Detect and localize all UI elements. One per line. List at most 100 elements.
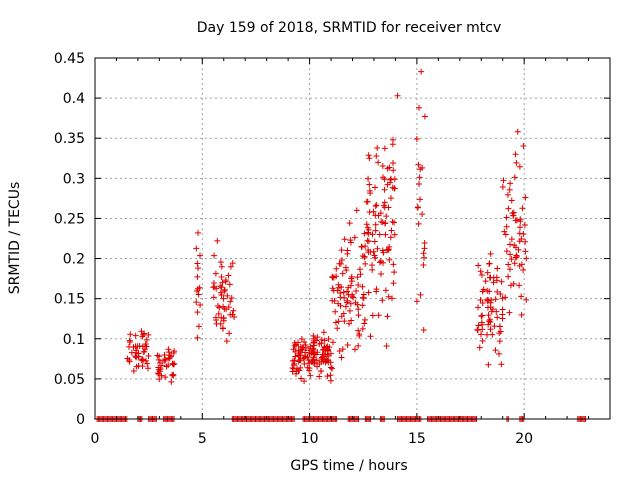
data-point <box>351 346 358 353</box>
data-point <box>479 326 486 333</box>
data-point <box>366 181 373 188</box>
data-point <box>494 314 501 321</box>
data-point <box>145 331 152 338</box>
x-tick-label: 10 <box>301 431 319 447</box>
data-point <box>194 273 201 280</box>
data-point <box>144 360 151 367</box>
data-point <box>521 221 528 228</box>
data-point <box>416 180 423 187</box>
data-point <box>356 332 363 339</box>
data-point <box>382 287 389 294</box>
data-point <box>195 265 202 272</box>
data-point <box>141 348 148 355</box>
data-point <box>333 265 340 272</box>
data-point <box>503 223 510 230</box>
data-point <box>482 278 489 285</box>
data-point <box>309 345 316 352</box>
data-point <box>295 358 302 365</box>
y-tick-label: 0.15 <box>54 292 85 308</box>
data-point <box>355 342 362 349</box>
data-point <box>520 142 527 149</box>
data-point <box>475 262 482 269</box>
data-point <box>497 290 504 297</box>
data-point <box>387 234 394 241</box>
data-point <box>378 271 385 278</box>
data-point <box>136 343 143 350</box>
data-point <box>360 295 367 302</box>
data-point <box>421 113 428 120</box>
data-point <box>293 370 299 377</box>
data-point <box>381 176 388 183</box>
data-point <box>494 288 501 295</box>
data-point <box>510 209 517 216</box>
data-point <box>144 365 151 372</box>
data-point <box>382 231 389 238</box>
data-point <box>416 196 423 203</box>
data-point <box>498 278 505 285</box>
data-point <box>132 332 139 339</box>
data-point <box>520 230 527 237</box>
data-point <box>503 248 510 255</box>
data-point <box>338 313 345 320</box>
data-point <box>221 286 228 293</box>
data-point <box>212 314 219 321</box>
data-point <box>379 219 386 226</box>
data-point <box>194 287 201 294</box>
data-point <box>491 323 498 330</box>
data-point <box>214 237 221 244</box>
data-point <box>132 349 139 356</box>
data-point <box>347 237 354 244</box>
data-point <box>361 254 368 261</box>
data-point <box>319 353 326 360</box>
data-point <box>390 159 397 166</box>
data-point <box>389 184 396 191</box>
data-point <box>478 313 485 320</box>
data-point <box>195 291 202 298</box>
x-tick-label: 15 <box>408 431 426 447</box>
data-point <box>496 330 503 337</box>
data-point <box>387 175 394 182</box>
data-point <box>499 311 506 318</box>
data-point <box>156 376 163 383</box>
data-point <box>375 312 382 319</box>
data-point <box>387 195 394 202</box>
data-point <box>365 175 372 182</box>
data-point <box>124 355 131 362</box>
data-point <box>389 218 396 225</box>
data-point <box>377 258 384 265</box>
data-point <box>492 296 499 303</box>
data-point <box>347 282 354 289</box>
data-point <box>506 241 513 248</box>
data-point <box>523 296 530 303</box>
data-point <box>311 335 318 342</box>
data-point <box>381 145 388 152</box>
data-point <box>156 359 163 366</box>
data-point <box>341 236 348 243</box>
data-point <box>308 350 315 357</box>
data-point <box>166 354 173 361</box>
data-point <box>298 335 305 342</box>
data-point <box>520 267 527 274</box>
data-point <box>390 167 397 174</box>
data-point <box>324 343 331 350</box>
data-point <box>383 342 390 349</box>
data-point <box>217 283 224 290</box>
grid-lines <box>95 58 610 419</box>
data-point <box>194 334 201 341</box>
data-point <box>165 355 172 362</box>
data-point <box>475 322 482 329</box>
data-point <box>421 239 428 246</box>
data-point <box>485 312 492 319</box>
data-point <box>339 270 346 277</box>
data-point <box>512 217 519 224</box>
data-point <box>391 219 398 226</box>
data-point <box>497 323 504 330</box>
data-point <box>168 378 175 385</box>
data-point <box>474 327 481 334</box>
y-tick-label: 0.05 <box>54 372 85 388</box>
data-point <box>339 346 346 353</box>
data-point <box>220 303 227 310</box>
data-point <box>334 287 341 294</box>
data-point <box>229 260 236 267</box>
